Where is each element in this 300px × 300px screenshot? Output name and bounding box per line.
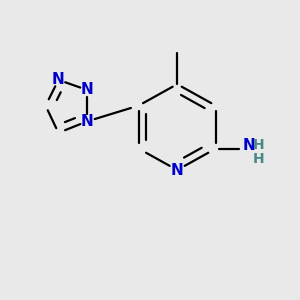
Text: N: N bbox=[52, 72, 65, 87]
Text: N: N bbox=[81, 82, 93, 98]
Text: N: N bbox=[81, 114, 93, 129]
Text: H: H bbox=[252, 152, 264, 166]
Text: N: N bbox=[171, 163, 184, 178]
Text: H: H bbox=[252, 138, 264, 152]
Text: N: N bbox=[243, 138, 256, 153]
